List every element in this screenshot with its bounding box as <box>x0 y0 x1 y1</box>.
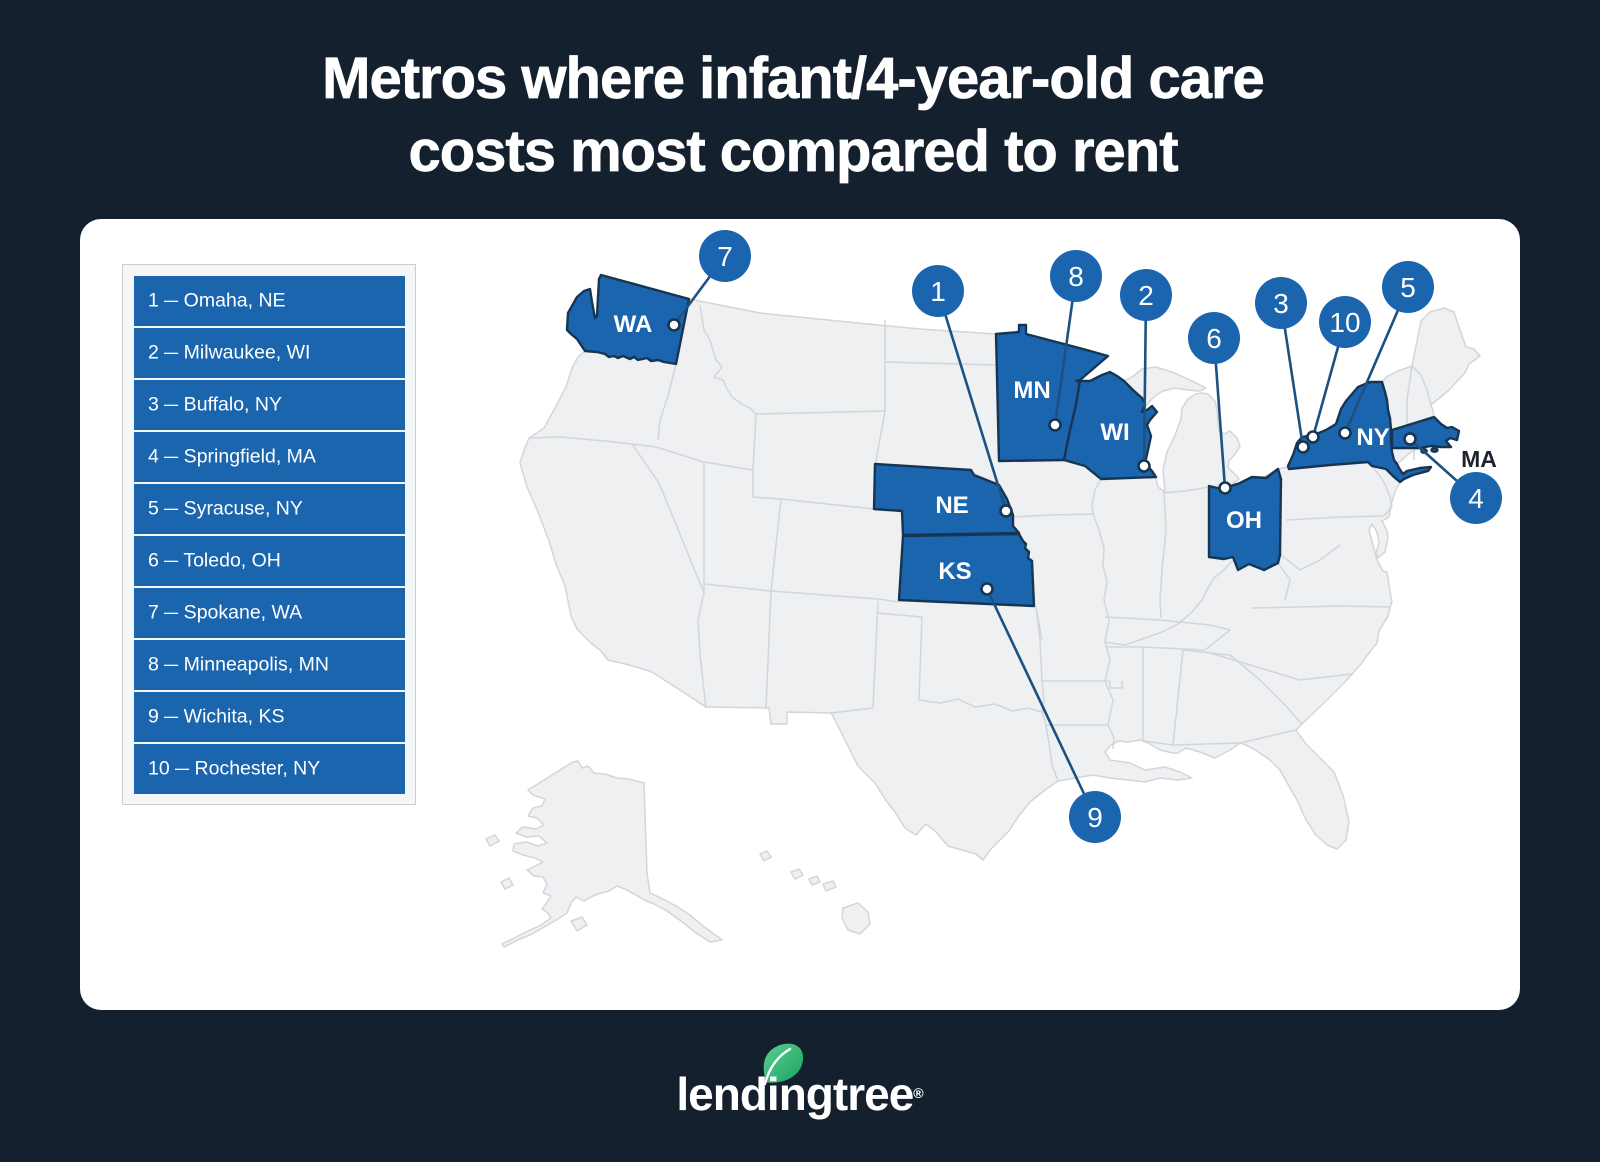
svg-text:MN: MN <box>1013 377 1050 404</box>
svg-text:9: 9 <box>1087 802 1103 833</box>
svg-text:7: 7 <box>717 241 733 272</box>
svg-text:6: 6 <box>1206 323 1222 354</box>
svg-text:4: 4 <box>1468 483 1484 514</box>
svg-text:1: 1 <box>930 276 946 307</box>
svg-text:3: 3 <box>1273 288 1289 319</box>
svg-text:2: 2 <box>1138 280 1154 311</box>
svg-text:WI: WI <box>1100 419 1129 446</box>
svg-text:NE: NE <box>935 492 968 519</box>
svg-text:8: 8 <box>1068 261 1084 292</box>
svg-text:OH: OH <box>1226 507 1262 534</box>
svg-text:5: 5 <box>1400 272 1416 303</box>
svg-text:NY: NY <box>1356 424 1389 451</box>
svg-text:MA: MA <box>1461 446 1497 472</box>
svg-text:WA: WA <box>614 311 653 338</box>
svg-text:KS: KS <box>938 558 971 585</box>
svg-text:10: 10 <box>1329 307 1360 338</box>
